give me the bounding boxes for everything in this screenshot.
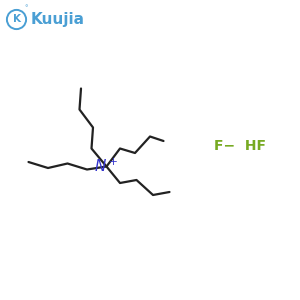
Text: K: K (13, 14, 20, 25)
Text: °: ° (24, 5, 28, 11)
Text: $N^+$: $N^+$ (94, 158, 119, 175)
Text: Kuujia: Kuujia (31, 12, 85, 27)
Text: F−  HF: F− HF (214, 139, 266, 152)
